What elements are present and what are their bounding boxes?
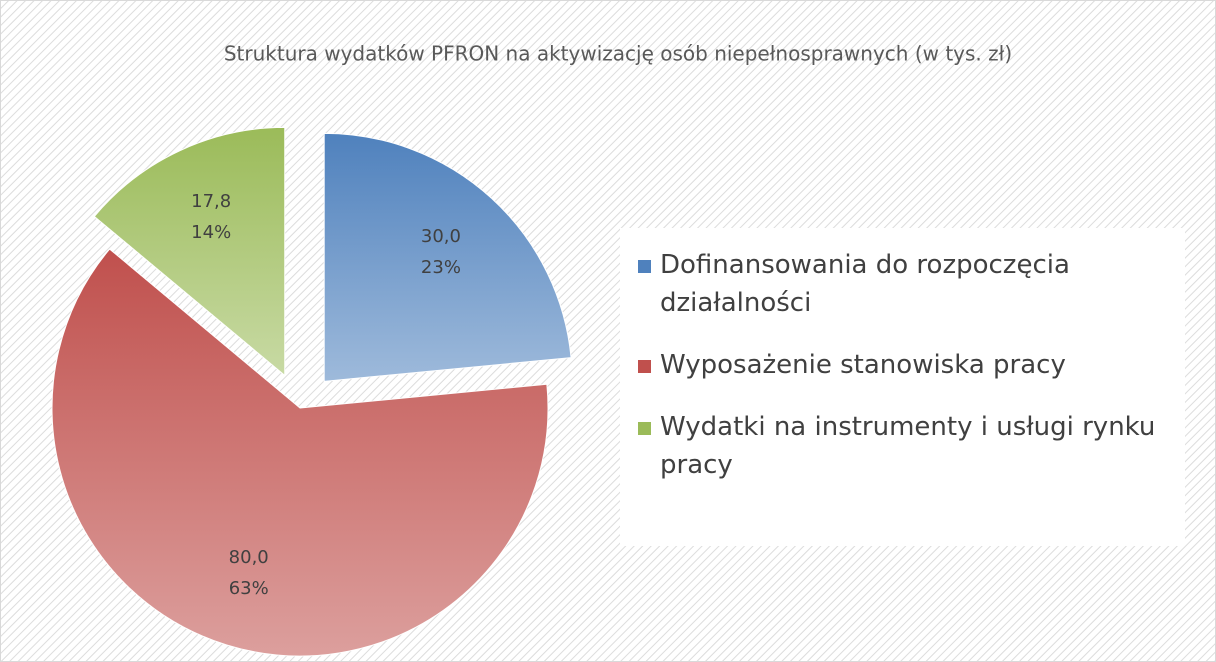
data-label: 80,0 [229, 547, 269, 568]
legend-swatch [638, 260, 651, 273]
data-label: 17,8 [191, 191, 231, 212]
pie-slice [93, 126, 286, 377]
pie-slice [51, 248, 549, 657]
data-label: 30,0 [421, 226, 461, 247]
legend-swatch [638, 360, 651, 373]
percent-label: 63% [229, 578, 269, 599]
legend-swatch [638, 422, 651, 435]
legend-label: Dofinansowania do rozpoczęcia działalnoś… [660, 250, 1070, 318]
chart-title: Struktura wydatków PFRON na aktywizację … [224, 42, 1012, 66]
legend-entry: Dofinansowania do rozpoczęcia działalnoś… [638, 246, 1175, 322]
legend-label: Wydatki na instrumenty i usługi rynku pr… [660, 412, 1156, 480]
pie-slice [323, 132, 572, 382]
percent-label: 23% [421, 257, 461, 278]
legend-entry: Wyposażenie stanowiska pracy [638, 346, 1175, 384]
legend-label: Wyposażenie stanowiska pracy [660, 350, 1066, 380]
legend-entry: Wydatki na instrumenty i usługi rynku pr… [638, 408, 1175, 484]
percent-label: 14% [191, 222, 231, 243]
legend: Dofinansowania do rozpoczęcia działalnoś… [620, 228, 1185, 546]
